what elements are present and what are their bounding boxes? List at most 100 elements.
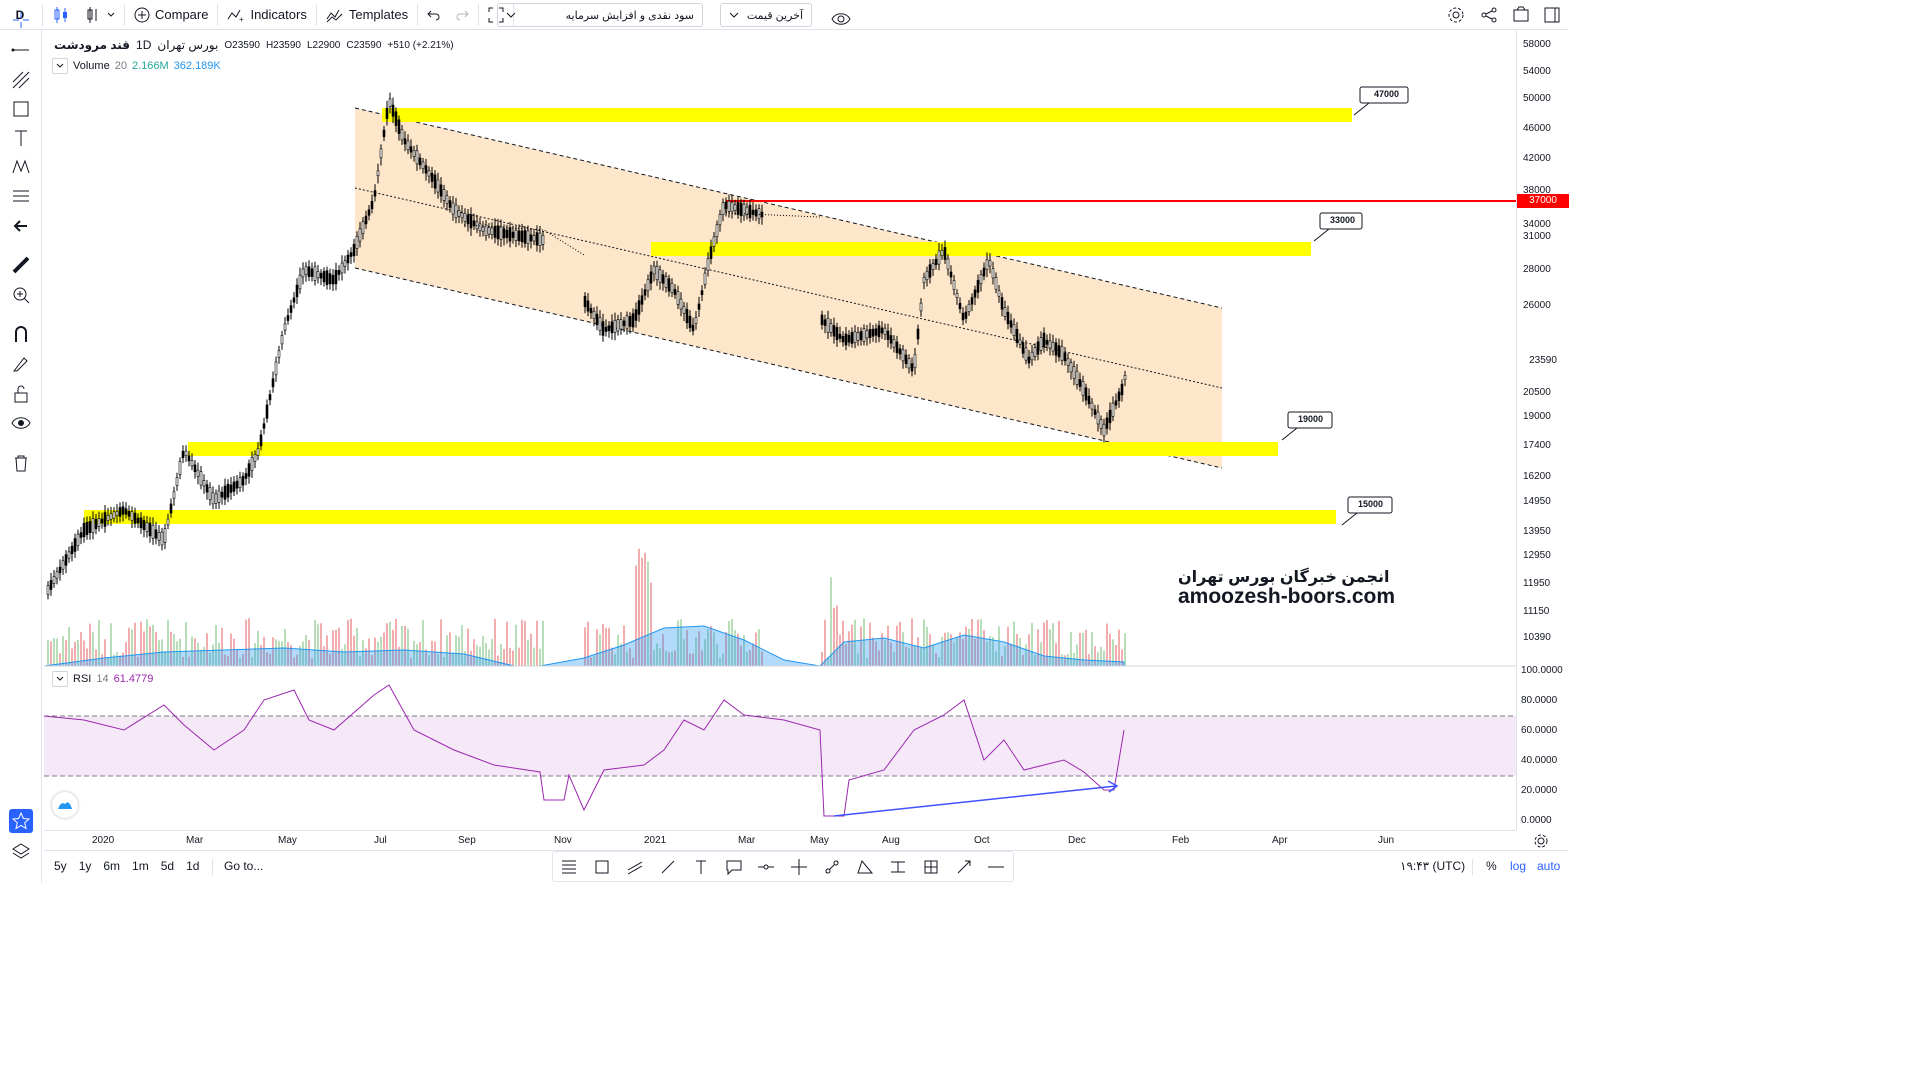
crosshair-icon[interactable] xyxy=(9,8,33,32)
volume-bar xyxy=(1091,632,1093,666)
eye-icon[interactable] xyxy=(9,411,33,435)
range-6m[interactable]: 6m xyxy=(103,859,121,873)
magnet-icon[interactable] xyxy=(9,322,33,346)
candle-body xyxy=(136,517,140,524)
range-5y[interactable]: 5y xyxy=(54,859,67,873)
candle-body xyxy=(682,306,686,314)
collapse-chevron-icon[interactable] xyxy=(52,58,68,74)
price-range-icon[interactable] xyxy=(888,857,908,877)
pattern-icon[interactable] xyxy=(9,155,33,179)
candle-body xyxy=(733,204,737,211)
goto-button[interactable]: Go to... xyxy=(224,859,264,873)
rectangle-icon[interactable] xyxy=(9,97,33,121)
horizontal-ray-icon[interactable] xyxy=(756,857,776,877)
fib-retracement-icon[interactable] xyxy=(559,857,579,877)
log-toggle[interactable]: log xyxy=(1510,859,1527,873)
volume-legend[interactable]: Volume 20 2.166M 362.189K xyxy=(52,58,221,74)
price-scale[interactable]: 58000 54000 50000 46000 42000 38000 34000 31000… xyxy=(1516,30,1569,848)
range-1d[interactable]: 1d xyxy=(186,859,200,873)
settings-gear-icon[interactable] xyxy=(1533,833,1549,854)
time-axis[interactable]: 2020 Mar May Jul Sep Nov 2021 Mar May Aug Oct Dec Fe… xyxy=(44,830,1516,850)
auto-toggle[interactable]: auto xyxy=(1537,859,1561,873)
favorites-star-icon[interactable] xyxy=(9,809,33,833)
indicators-button[interactable]: + Indicators xyxy=(220,0,313,30)
volume-bar xyxy=(89,623,91,666)
volume-bar xyxy=(65,640,67,666)
candle-body xyxy=(862,328,866,342)
bar-style-icon[interactable] xyxy=(77,0,122,30)
zoom-icon[interactable] xyxy=(9,283,33,307)
volume-bar xyxy=(1121,649,1123,666)
candle-body xyxy=(220,491,224,498)
fullscreen-icon[interactable] xyxy=(481,0,511,30)
volume-bar xyxy=(521,619,523,666)
ray-icon[interactable] xyxy=(822,857,842,877)
eye-icon[interactable] xyxy=(824,4,858,34)
range-5d[interactable]: 5d xyxy=(160,859,175,873)
candle-body xyxy=(748,204,752,219)
date-price-range-icon[interactable] xyxy=(921,857,941,877)
utc-clock[interactable]: ۱۹:۴۳ (UTC) xyxy=(1400,859,1466,873)
range-1m[interactable]: 1m xyxy=(132,859,149,873)
price-source-select[interactable]: آخرین قیمت xyxy=(720,3,812,27)
candle-body xyxy=(172,491,176,499)
text-icon[interactable] xyxy=(691,857,711,877)
candle-body xyxy=(970,297,974,305)
trash-icon[interactable] xyxy=(9,451,33,475)
arrow-left-icon[interactable] xyxy=(9,214,33,238)
undo-icon[interactable] xyxy=(420,0,448,30)
layout-select[interactable]: سود نقدی و افزایش سرمایه xyxy=(497,3,703,27)
chart-pane[interactable]: 47000 33000 19000 15000 قند مرودشت 1D بو… xyxy=(43,30,1516,830)
time-tick-label: May xyxy=(278,835,297,846)
volume-bar xyxy=(947,632,949,666)
divider xyxy=(217,3,219,26)
candle-body xyxy=(532,235,536,242)
percent-toggle[interactable]: % xyxy=(1486,859,1497,873)
chart-canvas[interactable] xyxy=(43,30,1516,830)
collapse-chevron-icon[interactable] xyxy=(52,671,68,687)
window-icon[interactable] xyxy=(1537,0,1567,30)
pitchfork-icon[interactable] xyxy=(9,68,33,92)
range-1y[interactable]: 1y xyxy=(78,859,92,873)
volume-bar xyxy=(605,627,607,666)
candle-body xyxy=(946,258,950,270)
rectangle-icon[interactable] xyxy=(592,857,612,877)
candle-body xyxy=(916,328,920,340)
rsi-legend[interactable]: RSI 14 61.4779 xyxy=(52,671,153,687)
candle-body xyxy=(187,455,191,462)
candles-icon[interactable] xyxy=(45,0,77,30)
candle-body xyxy=(1057,345,1061,358)
horizontal-line-icon[interactable] xyxy=(986,857,1006,877)
price-tick-label: 50000 xyxy=(1523,93,1551,104)
pattern-icon[interactable] xyxy=(855,857,875,877)
trendline-icon[interactable] xyxy=(9,38,33,62)
tradingview-logo-icon[interactable] xyxy=(52,792,78,818)
redo-icon[interactable] xyxy=(448,0,476,30)
candle-body xyxy=(289,305,293,313)
price-tick-label: 13950 xyxy=(1523,526,1551,537)
parallel-channel-icon[interactable] xyxy=(625,857,645,877)
unlock-icon[interactable] xyxy=(9,382,33,406)
cross-line-icon[interactable] xyxy=(789,857,809,877)
interval-button[interactable]: D xyxy=(0,0,40,30)
volume-bar xyxy=(440,619,442,666)
volume-bar xyxy=(308,640,310,666)
settings-gear-icon[interactable] xyxy=(1440,0,1472,30)
measure-icon[interactable] xyxy=(954,857,974,877)
compare-button[interactable]: Compare xyxy=(127,0,215,30)
volume-ma-value: 362.189K xyxy=(173,60,221,72)
symbol-legend[interactable]: قند مرودشت 1D بورس تهران O23590 H23590 L… xyxy=(54,38,454,52)
ruler-icon[interactable] xyxy=(9,253,33,277)
lock-drawing-icon[interactable] xyxy=(9,352,33,376)
trendline-icon[interactable] xyxy=(658,857,678,877)
volume-bar xyxy=(380,636,382,666)
snapshot-icon[interactable] xyxy=(1505,0,1537,30)
prediction-icon[interactable] xyxy=(9,184,33,208)
volume-bar xyxy=(482,636,484,666)
callout-icon[interactable] xyxy=(724,857,744,877)
layers-icon[interactable] xyxy=(9,839,33,863)
share-icon[interactable] xyxy=(1473,0,1505,30)
candle-body xyxy=(757,208,761,220)
text-icon[interactable] xyxy=(9,126,33,150)
templates-button[interactable]: Templates xyxy=(319,0,415,30)
